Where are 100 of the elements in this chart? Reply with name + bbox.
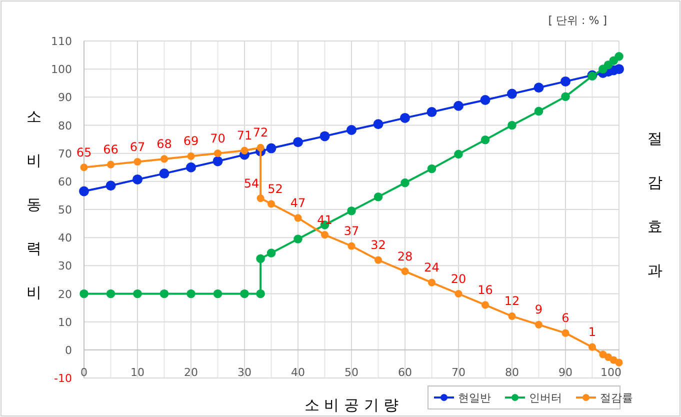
point bbox=[428, 278, 436, 286]
point bbox=[320, 131, 330, 142]
point bbox=[508, 120, 516, 130]
point bbox=[507, 88, 517, 99]
point bbox=[79, 186, 89, 196]
y-tick-label: 90 bbox=[58, 91, 72, 104]
point bbox=[159, 168, 170, 179]
point bbox=[534, 320, 543, 328]
point bbox=[374, 256, 382, 264]
y-tick-label: 20 bbox=[58, 288, 72, 301]
data-label: 54 bbox=[244, 176, 260, 190]
data-label: 47 bbox=[290, 196, 306, 210]
point bbox=[373, 119, 384, 130]
point bbox=[561, 92, 570, 102]
y-tick-label: 30 bbox=[58, 260, 72, 273]
data-label: 37 bbox=[344, 224, 360, 238]
point bbox=[256, 254, 265, 264]
data-label: 65 bbox=[76, 145, 92, 160]
point bbox=[132, 174, 142, 184]
y-tick-label: 50 bbox=[58, 204, 72, 216]
point bbox=[534, 106, 544, 116]
data-label: 32 bbox=[370, 238, 386, 252]
x-tick-label: 100 bbox=[600, 366, 622, 379]
point bbox=[348, 242, 356, 250]
data-label: 70 bbox=[210, 131, 226, 146]
point bbox=[256, 194, 264, 202]
point bbox=[160, 155, 168, 163]
point bbox=[346, 125, 356, 136]
data-label: 16 bbox=[478, 282, 493, 297]
y-tick-label: 110 bbox=[51, 35, 72, 48]
point bbox=[534, 82, 544, 93]
point bbox=[256, 289, 265, 298]
point bbox=[604, 353, 612, 362]
point bbox=[294, 214, 302, 222]
point bbox=[588, 343, 596, 351]
point bbox=[400, 112, 410, 123]
data-label: 66 bbox=[103, 142, 118, 157]
point bbox=[80, 164, 88, 172]
point bbox=[508, 312, 516, 320]
data-label: 72 bbox=[252, 126, 268, 140]
data-label: 20 bbox=[450, 272, 466, 286]
data-label: 68 bbox=[156, 136, 172, 151]
text: 소비동력비 bbox=[26, 108, 42, 302]
x-tick-label: 20 bbox=[184, 366, 198, 379]
x-tick-label: 10 bbox=[130, 366, 144, 379]
point bbox=[267, 200, 276, 208]
x-tick-label: 60 bbox=[398, 366, 412, 379]
point bbox=[320, 230, 329, 239]
point bbox=[106, 160, 115, 168]
y-tick-label: 80 bbox=[58, 119, 72, 132]
x-tick-label: 90 bbox=[558, 366, 572, 379]
y-tick-label: 10 bbox=[58, 316, 72, 329]
y-tick-label: 40 bbox=[58, 232, 72, 245]
y-tick-label: 100 bbox=[51, 63, 72, 76]
data-label: 12 bbox=[504, 294, 520, 308]
point bbox=[454, 100, 464, 111]
point bbox=[106, 180, 116, 191]
point bbox=[454, 290, 462, 298]
data-label: 71 bbox=[236, 128, 252, 143]
point bbox=[426, 107, 437, 118]
point bbox=[186, 162, 196, 172]
data-label: 9 bbox=[534, 302, 543, 317]
point bbox=[400, 178, 410, 188]
point bbox=[133, 289, 142, 298]
point bbox=[480, 135, 490, 144]
point bbox=[615, 358, 623, 366]
point bbox=[293, 137, 303, 148]
point bbox=[562, 329, 570, 337]
x-tick-label: 70 bbox=[452, 366, 466, 379]
data-label: 69 bbox=[183, 134, 199, 148]
point bbox=[347, 206, 356, 216]
legend-label: 인버터 bbox=[529, 392, 562, 404]
y-tick-label: -10 bbox=[54, 372, 72, 385]
point bbox=[454, 150, 463, 159]
x-tick-label: 40 bbox=[291, 366, 305, 379]
x-axis-title: 소 비 공 기 량 bbox=[304, 396, 399, 414]
x-tick-label: 30 bbox=[238, 366, 252, 379]
point bbox=[106, 289, 116, 298]
x-tick-label: 80 bbox=[505, 366, 519, 379]
point bbox=[481, 301, 490, 309]
text: [ 단위 : % ] bbox=[548, 14, 607, 27]
x-tick-label: 0 bbox=[80, 366, 88, 379]
data-label: 1 bbox=[588, 325, 596, 340]
point bbox=[212, 156, 223, 166]
data-label: 52 bbox=[268, 182, 283, 196]
point bbox=[160, 289, 169, 298]
data-label: 67 bbox=[130, 140, 146, 154]
point bbox=[560, 76, 570, 86]
point bbox=[614, 64, 624, 74]
y-tick-label: 0 bbox=[65, 344, 72, 357]
data-label: 28 bbox=[397, 249, 413, 264]
point bbox=[401, 267, 409, 276]
point bbox=[266, 248, 276, 258]
point bbox=[374, 192, 383, 202]
x-tick-label: 50 bbox=[344, 366, 358, 379]
point bbox=[134, 158, 142, 166]
point bbox=[213, 289, 222, 298]
point bbox=[240, 289, 249, 298]
point bbox=[80, 289, 88, 298]
legend-label: 절감률 bbox=[600, 392, 633, 404]
